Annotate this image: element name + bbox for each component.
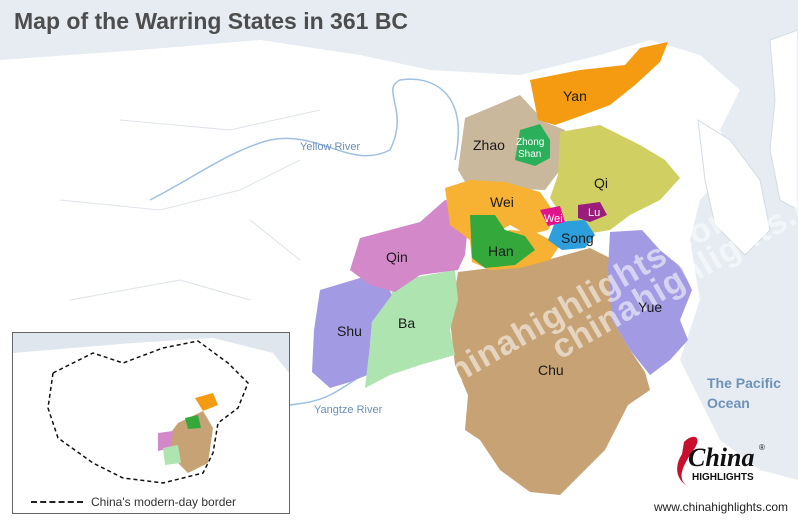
label-chu: Chu [538,362,564,378]
state-wei-small [540,206,565,226]
brush-stroke-icon [677,436,698,487]
state-song [548,220,595,250]
yellow-river [149,78,460,201]
site-url: www.chinahighlights.com [653,500,788,514]
japan-island [769,29,798,211]
state-qin [350,200,470,292]
svg-text:®: ® [759,443,765,452]
label-han: Han [488,243,514,259]
state-yue [608,230,692,375]
label-song: Song [561,230,594,246]
state-chu [450,248,650,495]
svg-text:China: China [688,443,755,472]
label-qin: Qin [386,249,408,265]
state-zhongshan [515,124,550,166]
china-highlights-logo: China ® HIGHLIGHTS [677,436,765,487]
label-wei-small: Wei [544,213,563,225]
label-yue: Yue [638,299,662,315]
label-yangtze-river: Yangtze River [314,404,383,416]
inset-legend: China's modern-day border [31,495,236,509]
inset-china-outline [13,333,289,513]
state-ba [365,270,458,388]
label-lu: Lu [588,207,600,219]
label-zhongshan-2: Shan [518,149,541,160]
label-qi: Qi [594,175,608,191]
ocean-label-line1: The Pacific [707,375,781,391]
map-title: Map of the Warring States in 361 BC [14,8,409,34]
state-yan [530,42,668,125]
inset-map: China's modern-day border [12,332,290,514]
inset-landmass [13,338,289,513]
label-wei-big: Wei [490,194,514,210]
province-borders [59,109,321,301]
label-yan: Yan [563,88,587,104]
korea-peninsula [697,119,771,256]
state-han [470,215,535,268]
dashed-line-icon [31,501,83,503]
svg-text:HIGHLIGHTS: HIGHLIGHTS [692,472,754,483]
label-yellow-river: Yellow River [300,141,360,153]
ocean-label-line2: Ocean [707,395,750,411]
inset-legend-label: China's modern-day border [91,495,237,509]
label-shu: Shu [337,323,362,339]
state-lu [578,202,607,222]
label-ba: Ba [398,315,415,331]
label-zhao: Zhao [473,137,505,153]
label-zhongshan-1: Zhong [516,137,544,148]
